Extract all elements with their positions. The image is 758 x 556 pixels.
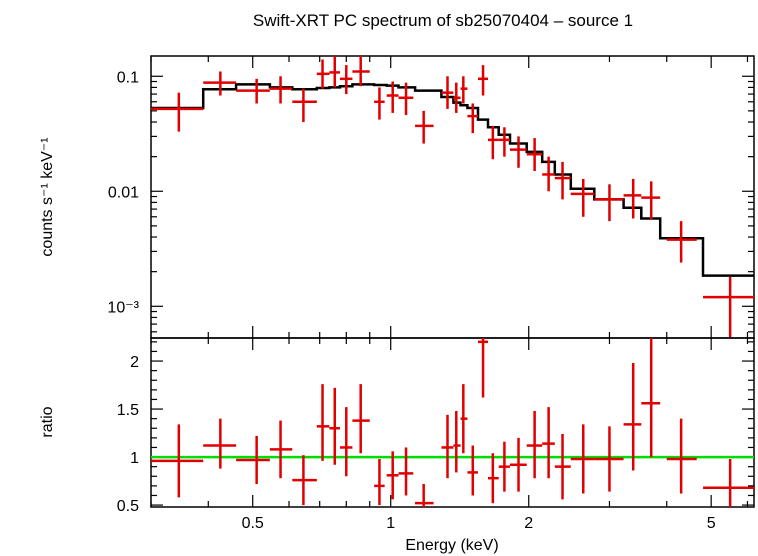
data-point [641, 338, 661, 458]
data-point [352, 56, 370, 87]
data-point [526, 410, 543, 479]
data-point [641, 181, 661, 220]
data-point [594, 184, 624, 222]
data-point [203, 71, 237, 96]
data-point [151, 92, 204, 132]
y-tick-label: 10⁻³ [107, 299, 139, 316]
y-tick-label: 1.5 [117, 402, 139, 419]
ratio-panel: 0.5 1 1.5 2 ratio [39, 337, 755, 515]
x-axis-label: Energy (keV) [405, 537, 498, 554]
data-point [316, 384, 330, 461]
data-point [151, 424, 204, 498]
spectrum-data-series [151, 56, 754, 338]
data-point [441, 414, 454, 479]
data-point [554, 161, 571, 200]
data-point [467, 445, 478, 496]
data-point [398, 447, 414, 496]
data-point [467, 103, 478, 134]
data-point [703, 458, 754, 507]
ratio-data-series [151, 338, 754, 507]
data-point [570, 424, 595, 494]
spectrum-panel: 0.1 0.01 10⁻³ counts s⁻¹ keV⁻¹ [39, 55, 755, 339]
chart-title: Swift-XRT PC spectrum of sb25070404 – so… [253, 11, 633, 30]
y-tick-label: 0.5 [117, 498, 139, 515]
y-tick-label: 0.01 [108, 184, 139, 201]
x-axis-ticks: 0.5 1 2 5 [150, 56, 749, 532]
data-point [415, 110, 434, 144]
data-point [236, 435, 270, 484]
data-point [554, 434, 571, 500]
data-point [292, 88, 317, 123]
data-point [666, 221, 697, 263]
data-point [570, 178, 595, 217]
spectrum-ticks: 0.1 0.01 10⁻³ [107, 69, 754, 333]
data-point [269, 76, 293, 104]
x-tick-label: 1 [386, 515, 395, 532]
y-tick-label: 1 [130, 450, 139, 467]
data-point [623, 362, 642, 471]
ratio-y-axis-label: ratio [39, 406, 56, 437]
data-point [526, 138, 543, 172]
data-point [487, 125, 499, 160]
data-point [374, 458, 385, 506]
data-point [666, 418, 697, 494]
y-tick-label: 0.1 [117, 69, 139, 86]
data-point [329, 56, 340, 88]
data-point [453, 410, 461, 473]
x-tick-label: 5 [707, 515, 716, 532]
data-point [542, 407, 555, 479]
data-point [398, 82, 414, 116]
data-point [460, 384, 468, 454]
ratio-plot-frame [150, 337, 755, 508]
x-tick-label: 0.5 [242, 515, 264, 532]
data-point [269, 420, 293, 479]
data-point [316, 59, 330, 89]
data-point [386, 81, 399, 113]
data-point [203, 418, 237, 469]
data-point [236, 78, 270, 104]
y-tick-label: 2 [130, 354, 139, 371]
data-point [594, 426, 624, 492]
data-point [498, 127, 510, 157]
x-tick-label: 2 [524, 515, 533, 532]
data-point [703, 276, 754, 338]
data-point [477, 338, 488, 398]
data-point [415, 483, 434, 507]
data-point [477, 65, 488, 96]
data-point [339, 65, 353, 95]
data-point [374, 87, 385, 120]
ratio-ticks: 0.5 1 1.5 2 [117, 341, 754, 515]
data-point [352, 384, 370, 454]
data-point [542, 156, 555, 192]
data-point [453, 82, 461, 113]
data-point [460, 76, 468, 104]
data-point [509, 437, 527, 492]
data-point [623, 178, 642, 219]
spectrum-y-axis-label: counts s⁻¹ keV⁻¹ [39, 137, 56, 256]
data-point [498, 441, 510, 492]
spectrum-model [151, 83, 754, 277]
data-point [441, 76, 454, 109]
model-step-line [151, 83, 754, 277]
data-point [487, 453, 499, 504]
data-point [292, 455, 317, 506]
data-point [386, 451, 399, 500]
data-point [509, 136, 527, 168]
data-point [329, 387, 340, 465]
data-point [339, 407, 353, 477]
